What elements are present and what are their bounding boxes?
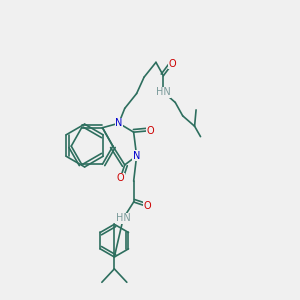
Text: O: O	[143, 202, 151, 212]
Text: O: O	[116, 173, 124, 183]
Text: N: N	[133, 151, 140, 161]
Text: N: N	[115, 118, 122, 128]
Text: O: O	[169, 59, 176, 69]
Text: O: O	[146, 126, 154, 136]
Text: HN: HN	[156, 87, 171, 97]
Text: HN: HN	[116, 213, 130, 224]
